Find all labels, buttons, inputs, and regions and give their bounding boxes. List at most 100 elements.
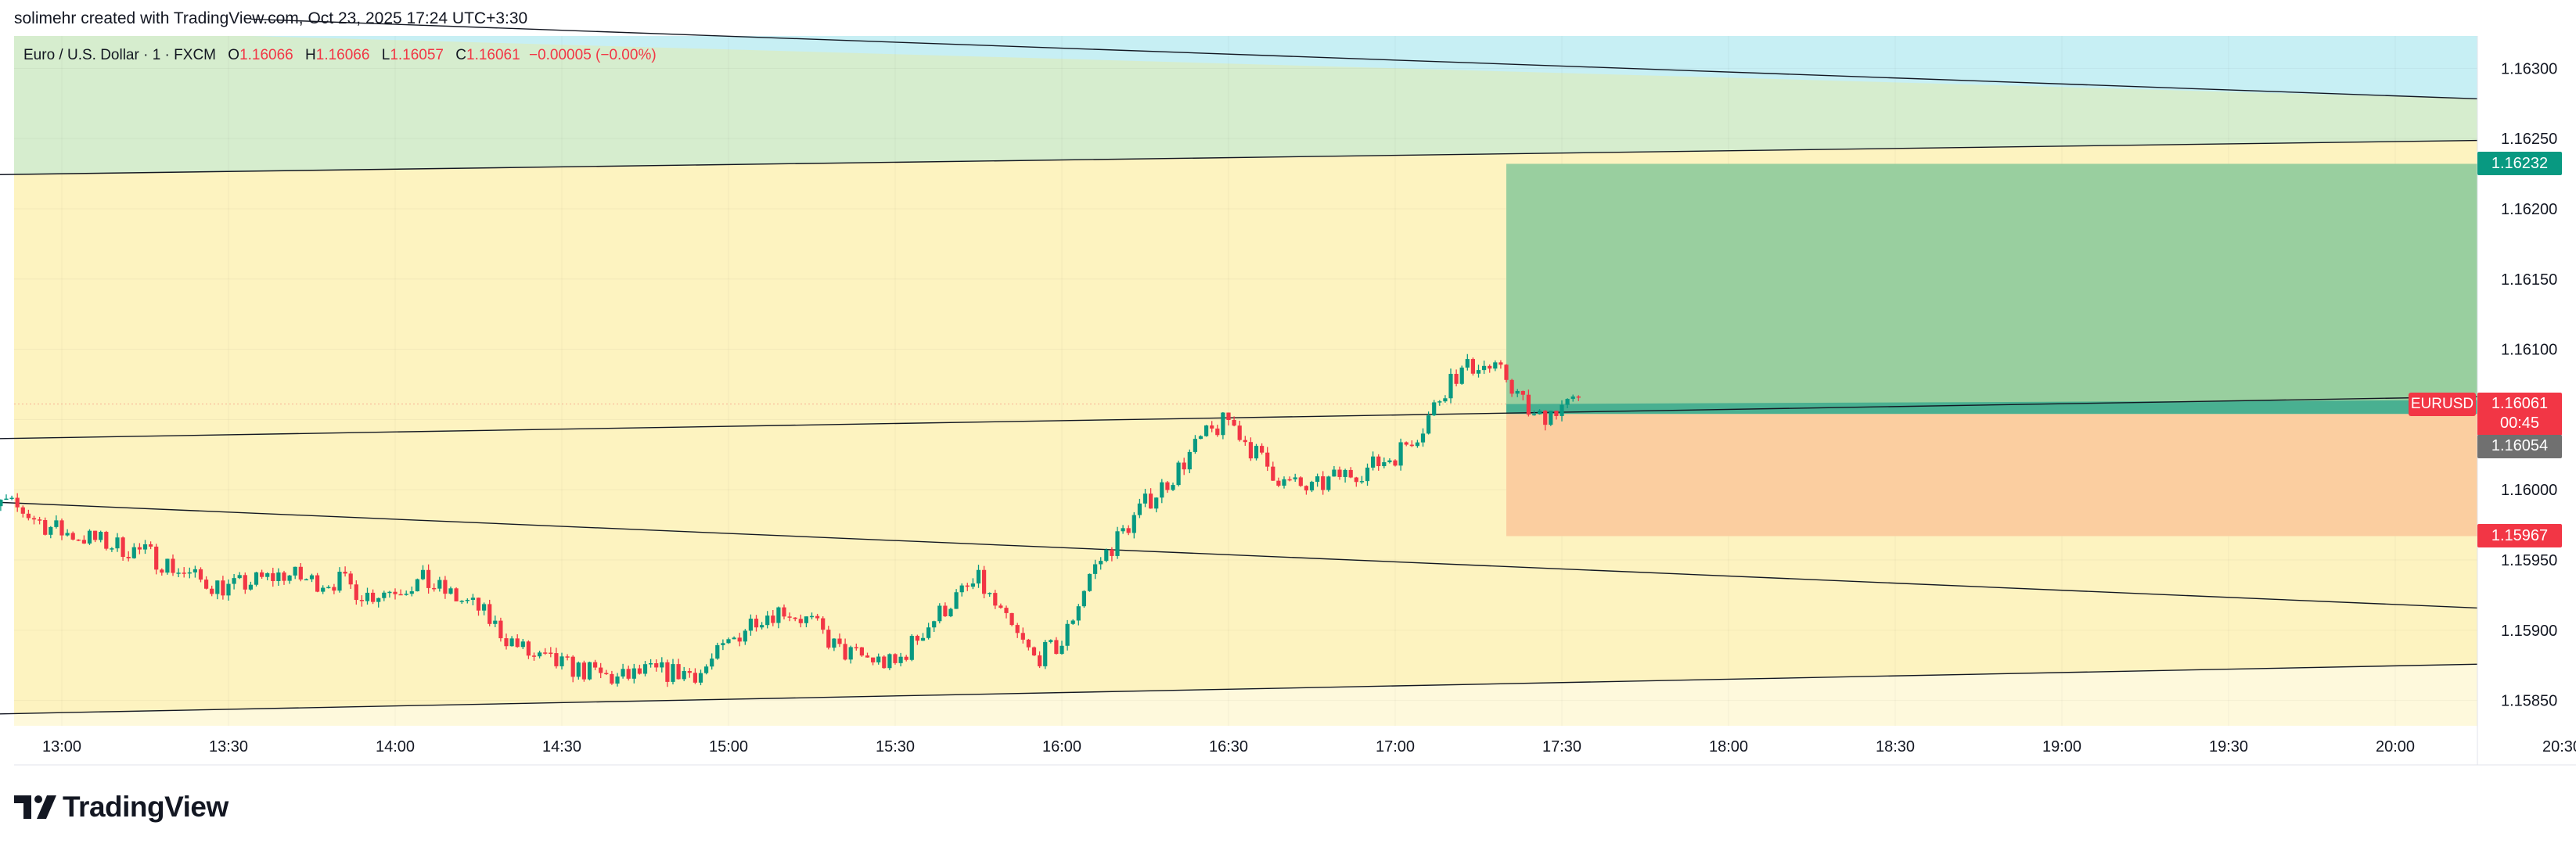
candle <box>409 586 414 597</box>
candle-body <box>271 572 275 582</box>
candle-body <box>932 621 937 628</box>
candle <box>865 652 870 658</box>
candle <box>343 566 347 577</box>
price-tick-label: 1.15850 <box>2501 693 2557 710</box>
candle <box>26 509 31 521</box>
candle <box>776 606 781 629</box>
candle <box>1115 526 1120 559</box>
candle <box>265 572 270 581</box>
candle-body <box>1099 561 1103 565</box>
candle <box>982 565 987 599</box>
candle <box>38 516 42 525</box>
candle-body <box>1365 467 1370 482</box>
candle-body <box>765 616 770 626</box>
candle-body <box>693 673 697 683</box>
candle <box>1149 488 1153 509</box>
candle <box>221 576 225 600</box>
candle <box>1210 421 1214 432</box>
candle <box>631 663 636 684</box>
candle-body <box>204 580 209 589</box>
candle-body <box>776 607 781 623</box>
candle-body <box>1354 477 1358 483</box>
tradingview-logo[interactable]: TradingView <box>14 790 228 824</box>
time-tick-label: 17:30 <box>1542 738 1581 755</box>
symbol-legend[interactable]: Euro / U.S. Dollar · 1 · FXCM O1.16066 H… <box>23 47 657 64</box>
candle-body <box>1087 573 1092 591</box>
candle <box>1515 389 1520 397</box>
candle-body <box>87 530 92 544</box>
candle-body <box>476 598 481 611</box>
candle <box>793 617 797 622</box>
candle-body <box>99 532 103 540</box>
candle <box>565 654 570 661</box>
candle <box>1504 364 1509 383</box>
candle <box>65 529 70 537</box>
candle <box>454 587 459 601</box>
candle <box>104 530 109 551</box>
candle-body <box>1248 442 1253 459</box>
candle-body <box>432 587 437 590</box>
candle-body <box>1515 390 1520 394</box>
candle <box>1182 458 1186 476</box>
candle <box>215 580 220 600</box>
open-label: O <box>228 47 240 63</box>
candle <box>615 673 620 687</box>
candle-body <box>304 579 308 581</box>
candle-body <box>415 579 419 592</box>
candle <box>837 633 842 648</box>
candle-body <box>215 580 220 594</box>
candle-body <box>1549 411 1553 425</box>
candle-body <box>1271 466 1275 481</box>
candle <box>404 590 408 596</box>
candle-body <box>1254 446 1259 459</box>
candle <box>1293 473 1297 483</box>
candle-body <box>959 585 964 593</box>
candle-body <box>326 587 331 589</box>
price-tick-label: 1.16000 <box>2501 482 2557 499</box>
candle <box>298 562 303 582</box>
candle-body <box>315 575 320 592</box>
candle-body <box>1459 368 1464 384</box>
open-value: 1.16066 <box>239 47 293 63</box>
candle <box>1560 400 1564 422</box>
candle-body <box>982 569 987 594</box>
candle <box>1215 425 1220 437</box>
candle-body <box>943 605 948 616</box>
candle-body <box>254 572 259 585</box>
candle-body <box>171 558 175 573</box>
candles <box>0 354 1581 687</box>
time-tick-label: 16:30 <box>1209 738 1248 755</box>
candle-body <box>420 569 426 580</box>
candle-body <box>726 639 731 644</box>
candle-body <box>721 643 725 645</box>
candle <box>1565 398 1570 408</box>
candle-body <box>1093 564 1098 574</box>
candle-body <box>1076 606 1081 621</box>
candle <box>848 645 853 664</box>
candle <box>570 655 575 683</box>
candle <box>326 585 331 589</box>
time-tick-label: 17:00 <box>1376 738 1415 755</box>
candle-body <box>1081 590 1086 607</box>
candle-body <box>1531 414 1537 416</box>
candle <box>782 604 786 619</box>
candle <box>1526 389 1531 417</box>
candle <box>815 613 820 621</box>
candle <box>915 634 919 645</box>
candle-body <box>671 664 675 682</box>
candle <box>1126 525 1131 536</box>
candle <box>1432 400 1437 417</box>
candle <box>988 592 992 598</box>
candle-body <box>93 530 98 540</box>
candle <box>93 530 98 543</box>
candle-body <box>565 656 570 658</box>
candle-body <box>448 588 453 594</box>
candle <box>1015 623 1020 638</box>
candle-body <box>1126 528 1131 533</box>
candle <box>654 659 659 672</box>
candle <box>887 653 892 670</box>
candle-body <box>704 666 709 673</box>
candle <box>610 670 614 685</box>
candle-body <box>520 641 525 648</box>
